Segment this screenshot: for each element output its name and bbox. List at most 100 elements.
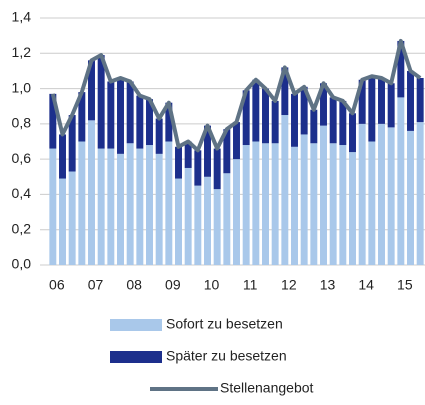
bar-segment (117, 153, 124, 265)
bar-segment (416, 77, 424, 123)
bar-segment (262, 143, 269, 265)
bar-segment (320, 83, 327, 126)
bar-segment (368, 76, 376, 142)
x-tick-label: 14 (358, 277, 374, 293)
bar-segment (126, 143, 134, 265)
bar-segment (291, 93, 298, 147)
y-tick-label: 0,4 (12, 185, 32, 201)
bar-segment (146, 145, 153, 265)
bar-segment (271, 143, 279, 265)
legend-swatch (110, 351, 162, 363)
x-tick-label: 06 (49, 277, 65, 293)
bar-segment (358, 123, 366, 265)
bar-segment (271, 100, 279, 144)
bar-segment (349, 152, 356, 265)
bar-segment (378, 77, 385, 124)
bar-segment (165, 141, 173, 265)
bar-segment (136, 95, 144, 149)
bar-segment (233, 159, 240, 265)
bar-segment (146, 99, 153, 146)
bar-segment (368, 141, 376, 265)
bar-segment (59, 134, 66, 179)
x-tick-label: 10 (204, 277, 220, 293)
line (50, 38, 422, 153)
bar-segment (204, 125, 211, 177)
bar-segment (78, 92, 86, 142)
bar-segment (68, 115, 76, 172)
bar-segment (252, 79, 260, 142)
bar-segment (136, 148, 144, 265)
bar-segment (242, 90, 250, 146)
bar-segment (416, 122, 424, 265)
bar-segment (281, 115, 289, 266)
bar-segment (310, 109, 318, 144)
x-tick-label: 08 (126, 277, 142, 293)
y-tick-label: 1,0 (12, 79, 32, 95)
bar-segment (397, 40, 405, 98)
x-tick-label: 15 (397, 277, 413, 293)
bar-segment (88, 120, 95, 265)
bar-segment (262, 88, 269, 144)
bar-segment (358, 79, 366, 124)
bar-segment (204, 176, 211, 265)
bar-segment (281, 67, 289, 116)
bar-segment (223, 173, 231, 265)
bar-segment (300, 86, 308, 135)
bar-segment (213, 148, 221, 190)
legend-label: Stellenangebot (220, 380, 314, 396)
bar-segment (407, 70, 414, 131)
bar-segment (117, 77, 124, 154)
bar-segment (126, 81, 134, 144)
bar-segment (78, 141, 86, 265)
legend-swatch (110, 319, 162, 331)
bar-segment (387, 83, 395, 128)
bar-segment (213, 189, 221, 265)
bar-segment (349, 113, 356, 153)
x-tick-label: 09 (165, 277, 181, 293)
bar-segment (339, 145, 347, 265)
x-tick-label: 13 (320, 277, 336, 293)
bar-segment (59, 178, 66, 265)
y-tick-label: 1,4 (12, 9, 32, 25)
bar-segment (291, 146, 298, 265)
bar-segment (300, 134, 308, 265)
bar-segment (194, 150, 202, 186)
bar-segment (233, 122, 240, 160)
bar-segment (339, 100, 347, 146)
bar-segment (252, 141, 260, 265)
bar-segment (329, 143, 337, 265)
bar-segment (175, 146, 182, 179)
bar-segment (97, 55, 105, 149)
bar-segment (155, 118, 163, 154)
bar-segment (175, 178, 182, 265)
bar-segment (223, 129, 231, 174)
bar-segment (242, 145, 250, 265)
bar-segment (184, 141, 192, 168)
bar-segment (329, 97, 337, 144)
bar-segment (194, 185, 202, 265)
y-tick-label: 1,2 (12, 44, 32, 60)
bar-segment (49, 93, 57, 149)
x-tick-label: 12 (281, 277, 297, 293)
bar-segment (407, 130, 414, 265)
legend-label: Sofort zu besetzen (166, 316, 283, 332)
bar-segment (107, 81, 115, 149)
x-tick-label: 07 (88, 277, 104, 293)
bar-segment (97, 148, 105, 265)
bar-segment (88, 60, 95, 121)
bar-segment (387, 127, 395, 265)
bar-segment (155, 153, 163, 265)
bar-segment (49, 148, 57, 265)
y-tick-label: 0,2 (12, 220, 32, 236)
bar-segment (107, 148, 115, 265)
y-tick-label: 0,6 (12, 150, 32, 166)
x-tick-label: 11 (243, 277, 258, 293)
bar-segment (68, 171, 76, 265)
bar-segment (310, 143, 318, 265)
y-tick-label: 0,8 (12, 115, 32, 131)
bar-segment (320, 125, 327, 265)
bar-segment (397, 97, 405, 266)
bar-segment (184, 167, 192, 265)
legend-label: Später zu besetzen (166, 348, 287, 364)
